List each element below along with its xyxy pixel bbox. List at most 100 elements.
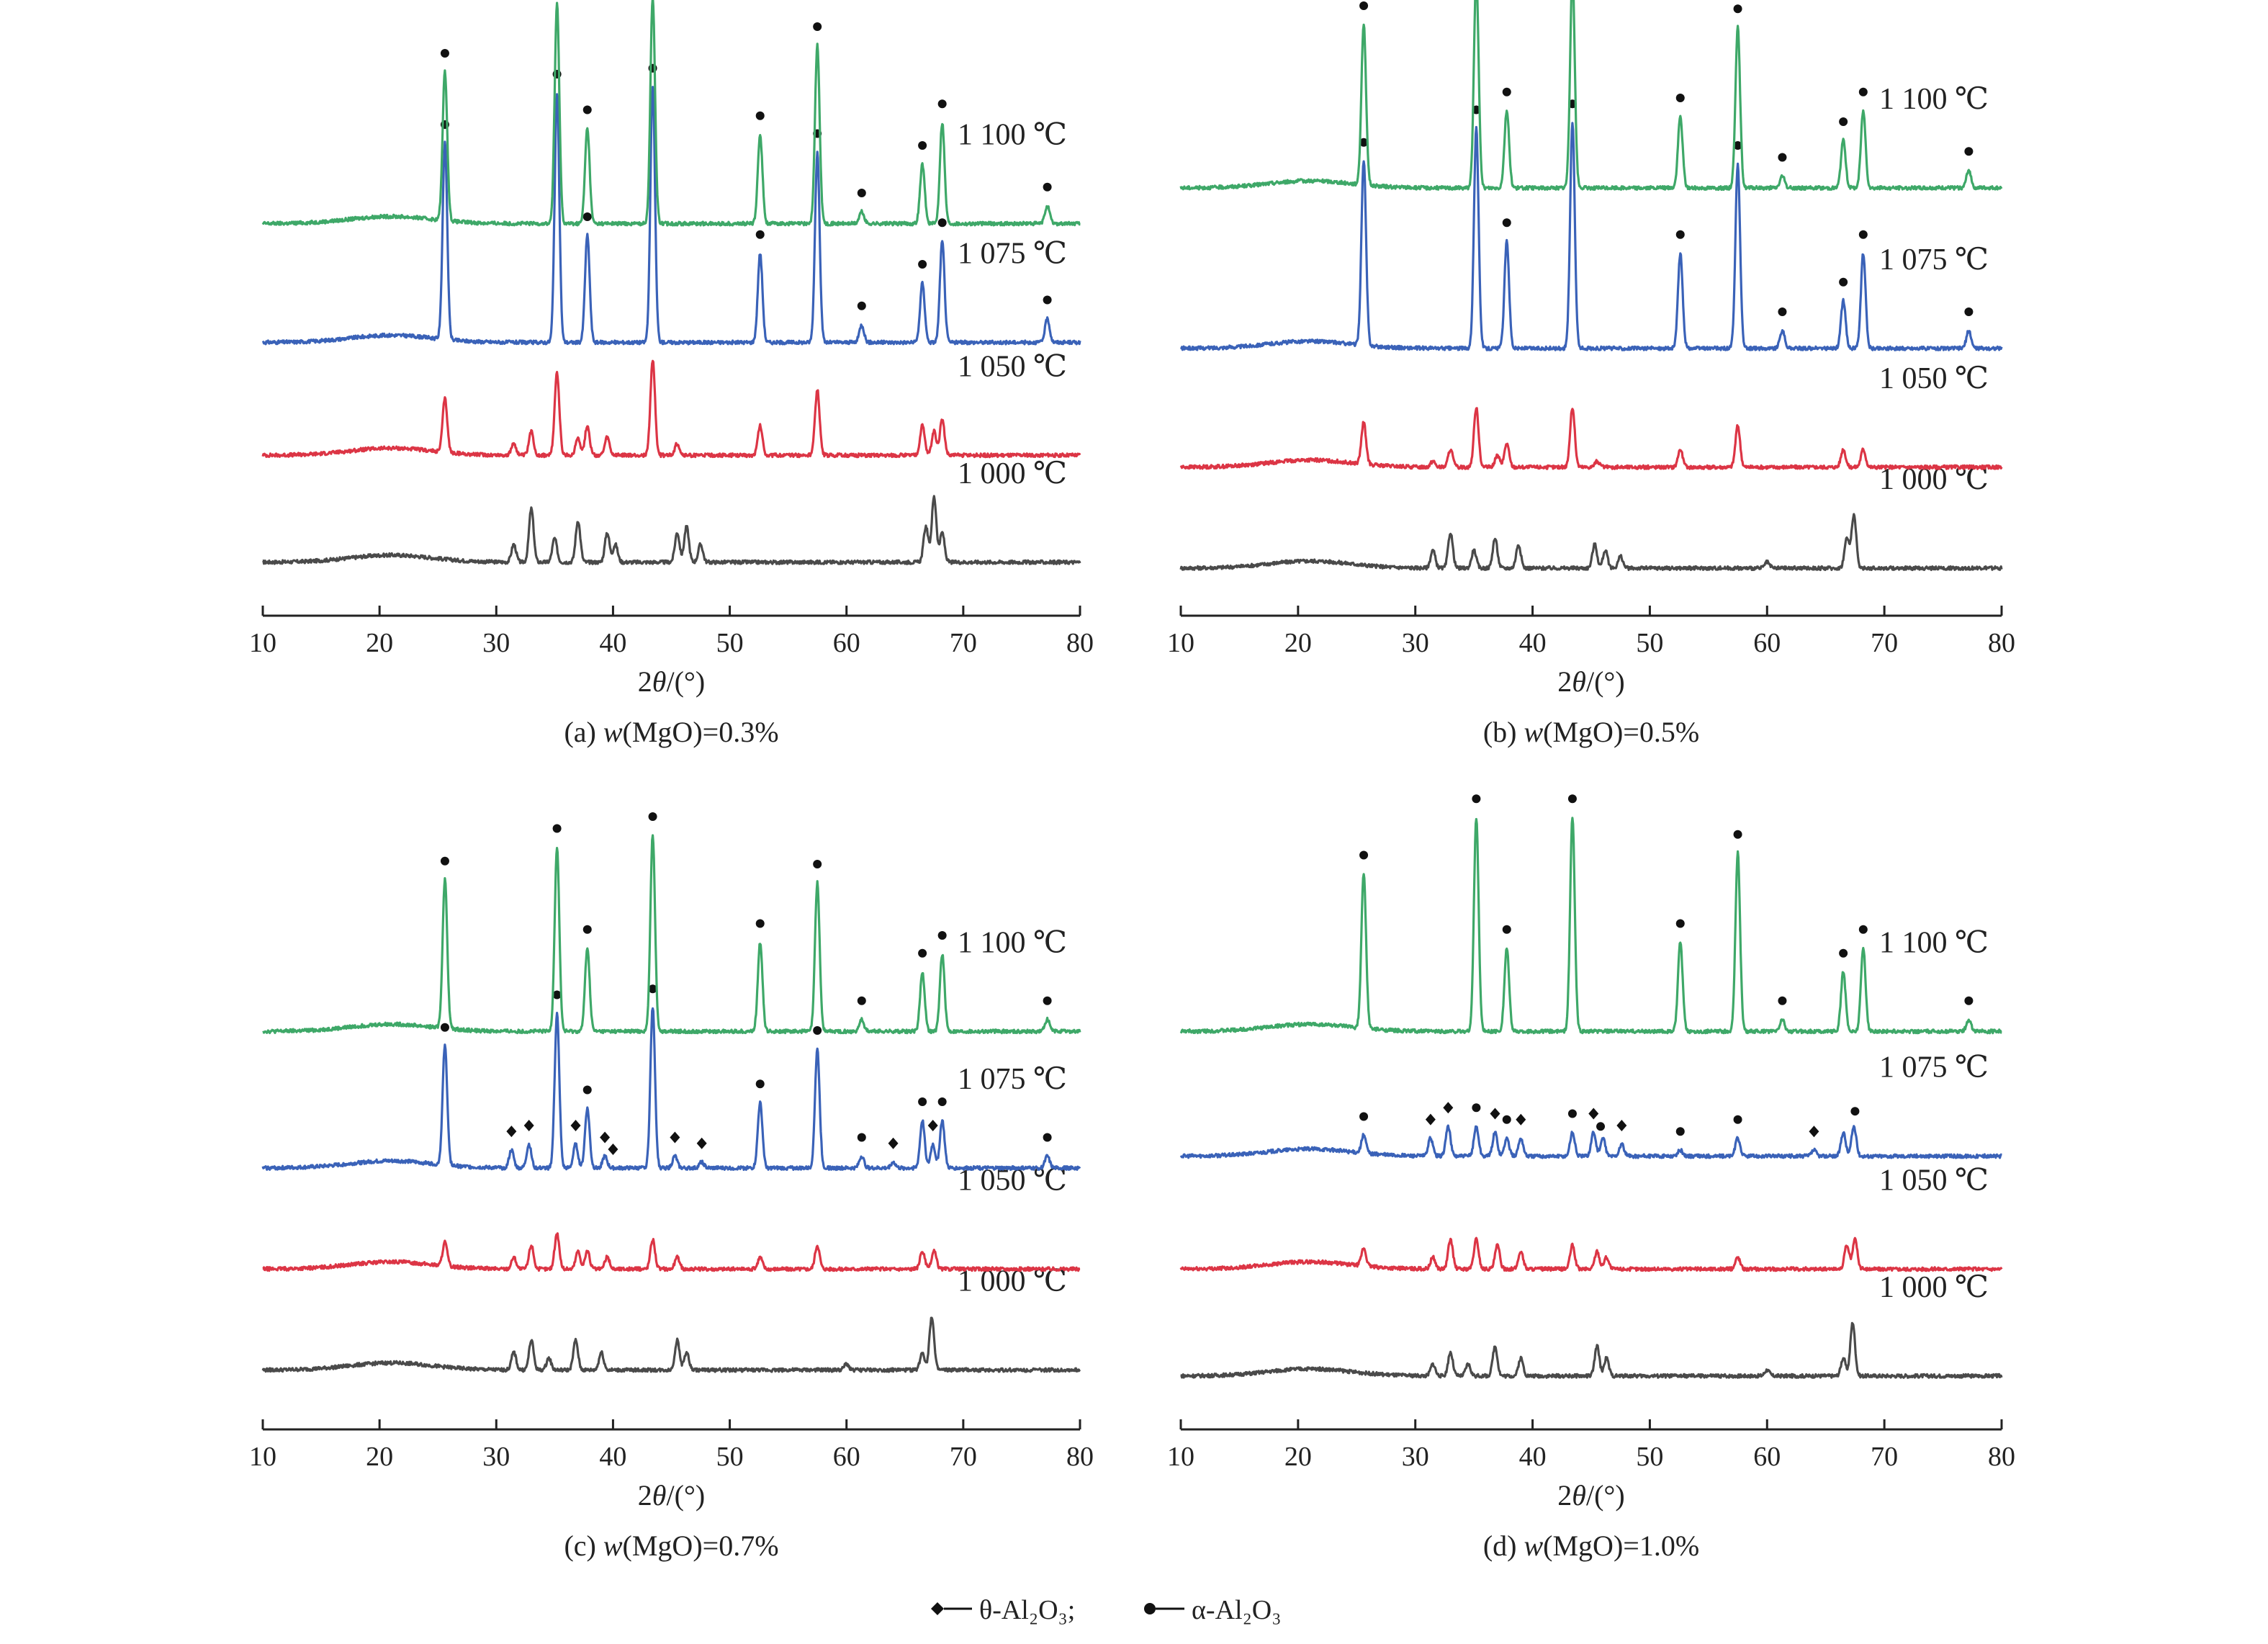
xrd-curve-1000 [262,495,1081,565]
xrd-curve-1075 [1179,122,2003,351]
alpha-peak-marker [1964,307,1974,316]
x-tick-label: 10 [249,1442,276,1472]
x-axis-title-theta: θ [1572,665,1586,698]
alpha-peak-marker [937,1097,947,1106]
alpha-peak-marker [440,856,449,866]
alpha-peak-marker [755,230,765,239]
alpha-peak-marker [1043,996,1052,1005]
theta-peak-marker [523,1119,534,1131]
alpha-peak-marker [918,260,927,269]
x-tick-label: 40 [1519,1442,1547,1472]
caption-prefix: (a) [564,716,603,748]
panel-caption: (c) w(MgO)=0.7% [564,1530,778,1562]
x-axis-title: 2θ/(°) [1557,665,1624,698]
caption-rest: (MgO)=1.0% [1543,1530,1699,1562]
panel-a: 10 20 30 40 50 60 70 80 2θ/(°) (a) w(MgO)=0.3% 1 0… [249,0,1094,748]
alpha-peak-marker [1043,182,1052,192]
alpha-peak-marker [937,99,947,109]
alpha-peak-marker [1778,307,1787,316]
x-axis-title-prefix: 2 [1557,665,1572,698]
alpha-peak-marker [857,301,866,310]
x-tick-label: 60 [833,1442,860,1472]
alpha-peak-marker [1733,830,1742,839]
alpha-peak-marker [1502,218,1511,228]
x-tick-label: 60 [833,628,860,658]
theta-peak-marker [670,1131,680,1144]
alpha-peak-marker [1858,925,1868,934]
x-tick-label: 30 [482,628,510,658]
xrd-curve-1050 [261,359,1081,459]
panel-caption: (d) w(MgO)=1.0% [1483,1530,1699,1562]
theta-peak-marker [1443,1102,1454,1114]
theta-peak-marker [608,1143,618,1155]
x-axis-title: 2θ/(°) [1557,1479,1624,1512]
alpha-peak-marker [648,812,657,821]
alpha-peak-marker [1675,230,1685,239]
xrd-curve-1100 [1179,0,2003,192]
x-tick-label: 40 [599,1442,626,1472]
x-tick-label: 10 [1167,1442,1194,1472]
x-axis-title-prefix: 2 [638,1479,652,1512]
x-tick-label: 70 [1871,628,1898,658]
x-tick-label: 20 [366,628,393,658]
curve-label-1050: 1 050 ℃ [1879,1164,1989,1197]
xrd-curve-1000 [1180,1321,2003,1379]
caption-var: w [1524,716,1543,748]
x-axis-title-unit: /(°) [666,665,705,698]
xrd-curve-1075 [1179,1124,2002,1159]
curve-label-1050: 1 050 ℃ [1879,362,1989,395]
alpha-peak-marker [1778,996,1787,1005]
caption-rest: (MgO)=0.7% [623,1530,779,1562]
curve-label-1000: 1 000 ℃ [958,457,1067,490]
x-tick-label: 20 [366,1442,393,1472]
caption-var: w [603,716,623,748]
x-axis-title: 2θ/(°) [638,665,705,698]
alpha-peak-marker [1850,1107,1860,1116]
alpha-peak-marker [1472,794,1481,804]
alpha-peak-marker [755,1079,765,1089]
caption-prefix: (b) [1483,716,1524,748]
caption-prefix: (d) [1483,1530,1524,1562]
legend: θ-Al₂O₃; α-Al₂O₃ [931,1595,1282,1625]
curve-label-1075: 1 075 ℃ [958,1063,1067,1096]
x-tick-label: 40 [1519,628,1547,658]
xrd-curve-1075 [261,86,1081,346]
x-axis-title-unit: /(°) [1586,665,1625,698]
x-tick-label: 60 [1753,628,1781,658]
alpha-peak-marker [582,1085,592,1095]
xrd-curve-1100 [1179,817,2002,1035]
xrd-curve-1000 [1179,513,2003,572]
curve-label-1075: 1 075 ℃ [1879,1051,1989,1084]
xrd-curve-1050 [1179,407,2003,470]
caption-var: w [603,1530,623,1562]
alpha-peak-marker [1502,925,1511,934]
xrd-curve-1100 [261,0,1081,227]
x-tick-label: 80 [1066,1442,1094,1472]
x-axis-title-unit: /(°) [666,1479,705,1512]
alpha-peak-marker [552,990,562,1000]
theta-peak-marker [1516,1113,1526,1126]
alpha-peak-marker [1675,94,1685,102]
alpha-peak-marker [755,111,765,120]
alpha-peak-marker [440,1023,449,1032]
curve-label-1100: 1 100 ℃ [1879,926,1989,959]
alpha-peak-marker [918,948,927,958]
x-tick-label: 60 [1753,1442,1781,1472]
x-axis-title-prefix: 2 [638,665,652,698]
alpha-peak-marker [1567,794,1577,804]
theta-peak-marker [506,1126,517,1138]
alpha-peak-marker [918,141,927,150]
caption-prefix: (c) [564,1530,603,1562]
xrd-curve-1000 [261,1316,1081,1373]
x-tick-label: 20 [1284,1442,1312,1472]
alpha-peak-marker [1596,1122,1606,1131]
alpha-peak-marker [582,212,592,221]
x-axis-title-theta: θ [1572,1479,1586,1512]
x-tick-label: 10 [1167,628,1194,658]
alpha-peak-marker [1839,277,1848,287]
alpha-peak-marker [1858,230,1868,239]
alpha-peak-marker [1359,1,1369,11]
alpha-peak-marker [582,105,592,114]
